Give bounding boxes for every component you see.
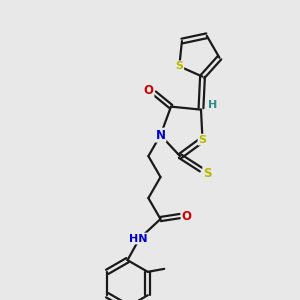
Text: O: O (143, 84, 154, 97)
Text: S: S (175, 61, 183, 71)
Text: O: O (182, 209, 192, 223)
Text: S: S (203, 167, 212, 180)
Text: N: N (155, 129, 166, 142)
Text: HN: HN (129, 233, 147, 244)
Text: S: S (199, 135, 206, 145)
Text: H: H (208, 100, 217, 110)
